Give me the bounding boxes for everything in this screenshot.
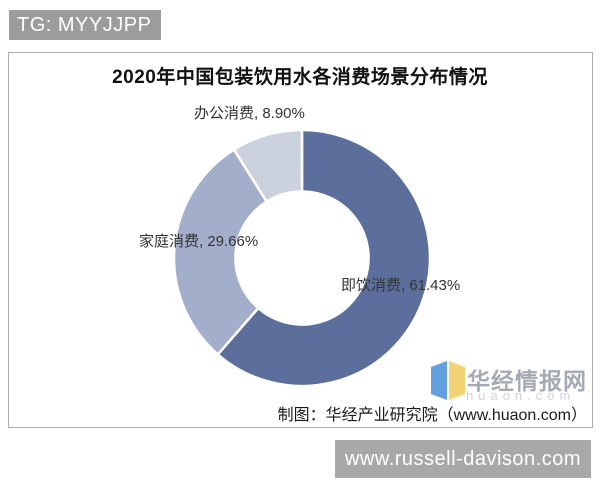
watermark-site-name: 华经情报网 <box>467 368 587 394</box>
book-left-page <box>431 361 447 400</box>
donut-slice-1 <box>172 148 268 356</box>
chart-title: 2020年中国包装饮用水各消费场景分布情况 <box>112 67 488 88</box>
book-right-page <box>449 361 465 400</box>
open-book-logo-icon <box>431 361 465 400</box>
donut-slice-2 <box>232 128 304 203</box>
bottom-watermark-text: www.russell-davison.com <box>344 448 581 470</box>
donut-slice-0 <box>216 128 432 388</box>
chart-source: 制图：华经产业研究院（www.huaon.com） <box>277 407 587 424</box>
top-watermark-badge: TG: MYYJJPP <box>9 10 162 40</box>
bottom-watermark-badge: www.russell-davison.com <box>335 440 591 478</box>
slice-label-ready-to-drink: 即饮消费, 61.43% <box>341 277 461 294</box>
watermark-site-url: huaon.com <box>466 388 576 403</box>
slice-label-home: 家庭消费, 29.66% <box>139 233 259 250</box>
donut-chart <box>172 128 432 388</box>
top-watermark-text: TG: MYYJJPP <box>17 14 152 36</box>
slice-label-office: 办公消费, 8.90% <box>194 105 305 122</box>
